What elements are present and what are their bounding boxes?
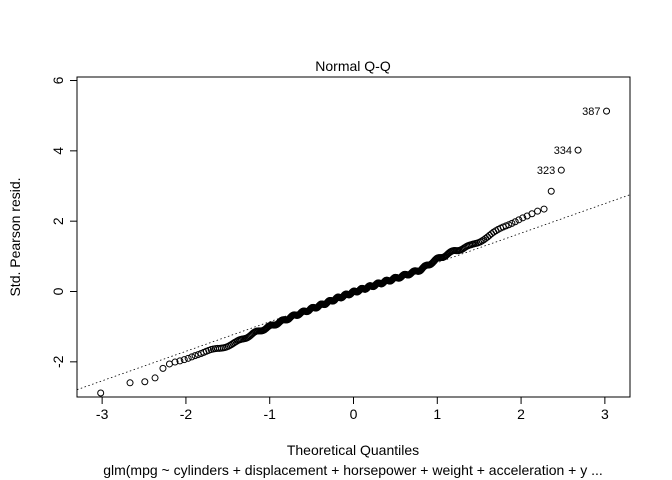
x-tick-label: -3: [96, 406, 109, 422]
data-point: [180, 356, 188, 364]
x-axis-label: Theoretical Quantiles: [287, 442, 419, 458]
data-point: [547, 187, 555, 195]
y-tick-label: 0: [50, 287, 66, 295]
data-points: [97, 107, 611, 397]
data-point: [141, 378, 149, 386]
outlier-label: 323: [537, 165, 555, 177]
data-point: [171, 358, 179, 366]
data-point: [97, 389, 105, 397]
data-point: [515, 216, 523, 224]
data-point: [188, 353, 196, 361]
outlier-label: 387: [582, 106, 600, 118]
x-tick-label: 1: [433, 406, 441, 422]
chart-title: Normal Q-Q: [315, 58, 391, 74]
y-tick-label: 2: [50, 217, 66, 225]
y-axis-label: Std. Pearson resid.: [7, 177, 23, 296]
data-point: [574, 146, 582, 154]
model-formula: glm(mpg ~ cylinders + displacement + hor…: [103, 462, 603, 478]
data-point: [184, 354, 192, 362]
x-tick-label: 0: [350, 406, 358, 422]
data-point: [176, 357, 184, 365]
data-point: [557, 166, 565, 174]
x-tick-label: -2: [180, 406, 193, 422]
y-tick-label: 6: [50, 76, 66, 84]
data-point: [151, 374, 159, 382]
outlier-labels: 323 334 387: [537, 106, 601, 177]
y-axis: -2 0 2 4 6: [50, 76, 78, 368]
data-point: [126, 379, 134, 387]
data-point: [159, 364, 167, 372]
data-point: [528, 210, 536, 218]
data-point: [540, 205, 548, 213]
x-axis: -3 -2 -1 0 1 2 3: [96, 396, 609, 422]
outlier-label: 334: [554, 145, 572, 157]
data-point: [511, 218, 519, 226]
data-point: [191, 352, 199, 360]
y-tick-label: 4: [50, 147, 66, 155]
data-point: [505, 221, 513, 229]
y-tick-label: -2: [50, 355, 66, 368]
x-tick-label: 3: [601, 406, 609, 422]
data-point: [534, 207, 542, 215]
data-point: [603, 107, 611, 115]
data-point: [508, 219, 516, 227]
x-tick-label: 2: [517, 406, 525, 422]
x-tick-label: -1: [263, 406, 276, 422]
data-point: [519, 214, 527, 222]
